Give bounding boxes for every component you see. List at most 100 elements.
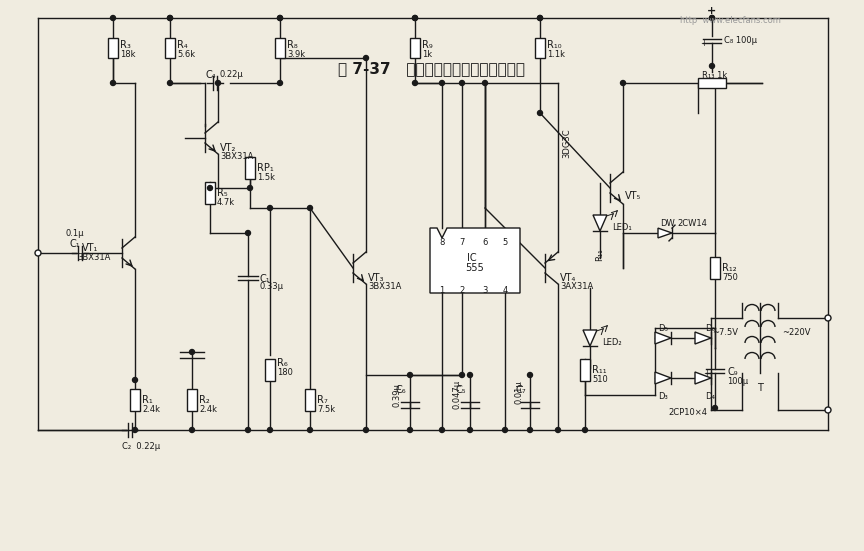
Circle shape xyxy=(440,80,444,85)
Text: 3DG3C: 3DG3C xyxy=(562,128,571,158)
Text: +: + xyxy=(700,39,707,48)
Circle shape xyxy=(713,406,717,410)
Text: 5: 5 xyxy=(502,238,508,247)
Circle shape xyxy=(247,186,252,191)
Bar xyxy=(410,38,420,58)
Polygon shape xyxy=(658,228,672,238)
Text: C₈ 100μ: C₈ 100μ xyxy=(724,36,757,45)
Polygon shape xyxy=(593,215,607,231)
Circle shape xyxy=(168,15,173,20)
Text: 0.33μ: 0.33μ xyxy=(260,282,284,291)
Text: ~7.5V: ~7.5V xyxy=(712,328,738,337)
Text: 3.9k: 3.9k xyxy=(287,50,305,59)
Text: 3BX31A: 3BX31A xyxy=(368,282,402,291)
Circle shape xyxy=(412,80,417,85)
Text: 8: 8 xyxy=(439,238,445,247)
Circle shape xyxy=(245,428,251,433)
Circle shape xyxy=(111,15,116,20)
Text: DW: DW xyxy=(660,219,675,228)
Text: 7.5k: 7.5k xyxy=(317,405,335,414)
Text: http  www.elecfans.com: http www.elecfans.com xyxy=(680,16,781,25)
Text: R₈: R₈ xyxy=(287,40,298,50)
Text: 1k: 1k xyxy=(422,50,432,59)
Text: D₆: D₆ xyxy=(705,324,715,333)
Circle shape xyxy=(168,15,173,20)
Text: C₁: C₁ xyxy=(260,274,270,284)
Text: C₇: C₇ xyxy=(516,385,527,395)
Circle shape xyxy=(408,372,412,377)
Polygon shape xyxy=(695,372,711,384)
Text: 3AX31A: 3AX31A xyxy=(560,282,594,291)
Text: +: + xyxy=(708,6,716,16)
Text: R₆: R₆ xyxy=(277,358,288,368)
Text: 0.047μ: 0.047μ xyxy=(452,380,461,409)
Circle shape xyxy=(364,428,369,433)
Circle shape xyxy=(308,206,313,210)
Bar xyxy=(275,38,285,58)
Circle shape xyxy=(364,56,369,61)
Circle shape xyxy=(709,15,715,20)
Text: 图 7-37   行输出变压器短路检测器电路: 图 7-37 行输出变压器短路检测器电路 xyxy=(339,61,525,76)
Text: 1.5k: 1.5k xyxy=(257,173,275,182)
Circle shape xyxy=(460,372,465,377)
Text: R₁₁: R₁₁ xyxy=(592,365,607,375)
Text: 2CW14: 2CW14 xyxy=(677,219,707,228)
Text: 180: 180 xyxy=(277,368,293,377)
Circle shape xyxy=(35,250,41,256)
Circle shape xyxy=(207,186,213,191)
Text: VT₄: VT₄ xyxy=(560,273,576,283)
Text: 3BX31A: 3BX31A xyxy=(77,253,111,262)
Bar xyxy=(245,157,255,179)
Text: 2: 2 xyxy=(460,286,465,295)
Text: R₅: R₅ xyxy=(217,188,227,198)
Text: 0.1μ: 0.1μ xyxy=(65,229,84,238)
Text: D₄: D₄ xyxy=(705,392,715,401)
Text: 4: 4 xyxy=(502,286,508,295)
Bar xyxy=(205,182,215,204)
Text: R₁: R₁ xyxy=(142,395,153,405)
Polygon shape xyxy=(583,330,597,346)
Text: R₃: R₃ xyxy=(120,40,130,50)
Circle shape xyxy=(556,428,561,433)
Circle shape xyxy=(268,428,272,433)
Text: 3BX31A: 3BX31A xyxy=(220,152,253,161)
Bar xyxy=(265,359,275,381)
Text: 100μ: 100μ xyxy=(727,377,748,386)
Text: 4.7k: 4.7k xyxy=(217,198,235,207)
Circle shape xyxy=(537,15,543,20)
Circle shape xyxy=(440,428,444,433)
Text: VT₃: VT₃ xyxy=(368,273,384,283)
Circle shape xyxy=(528,372,532,377)
Text: 3: 3 xyxy=(482,286,487,295)
Circle shape xyxy=(189,428,194,433)
Circle shape xyxy=(277,15,283,20)
Circle shape xyxy=(168,80,173,85)
Text: VT₂: VT₂ xyxy=(220,143,237,153)
Circle shape xyxy=(620,80,626,85)
Circle shape xyxy=(412,15,417,20)
Text: D₅: D₅ xyxy=(658,324,668,333)
Text: 18k: 18k xyxy=(120,50,136,59)
Text: IC: IC xyxy=(467,253,477,263)
Text: D₃: D₃ xyxy=(658,392,668,401)
Circle shape xyxy=(277,80,283,85)
Text: VT₅: VT₅ xyxy=(625,191,641,201)
Polygon shape xyxy=(655,332,671,344)
Text: C₅: C₅ xyxy=(456,385,467,395)
Text: 2.4k: 2.4k xyxy=(142,405,160,414)
Circle shape xyxy=(277,15,283,20)
Text: R₂: R₂ xyxy=(199,395,210,405)
Circle shape xyxy=(482,80,487,85)
Text: R₇: R₇ xyxy=(317,395,327,405)
Text: RP₁: RP₁ xyxy=(257,163,274,173)
Bar xyxy=(305,389,315,411)
Polygon shape xyxy=(655,372,671,384)
Circle shape xyxy=(537,15,543,20)
Circle shape xyxy=(467,428,473,433)
Text: 1: 1 xyxy=(440,286,445,295)
Circle shape xyxy=(709,15,715,20)
Text: 6: 6 xyxy=(482,238,487,247)
Circle shape xyxy=(467,372,473,377)
Text: 7: 7 xyxy=(460,238,465,247)
Bar xyxy=(130,389,140,411)
